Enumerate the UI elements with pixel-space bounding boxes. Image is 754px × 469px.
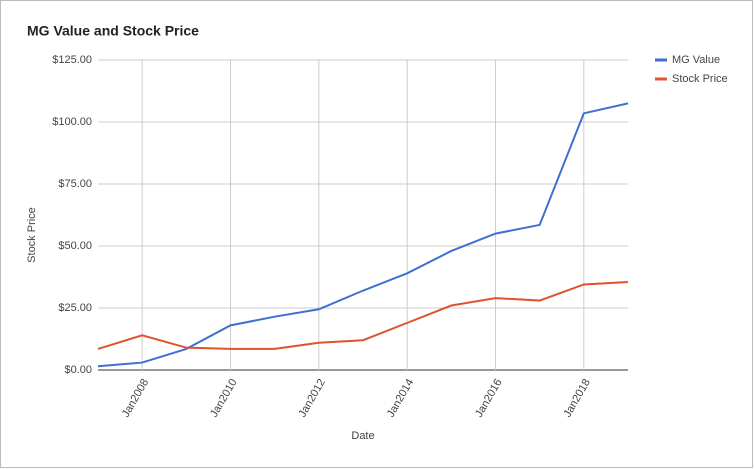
y-tick-label: $75.00 bbox=[58, 178, 92, 190]
y-tick-label: $0.00 bbox=[64, 364, 92, 376]
y-axis-label: Stock Price bbox=[26, 207, 38, 263]
series-line bbox=[97, 102, 629, 368]
legend-label: MG Value bbox=[672, 54, 720, 66]
series-line bbox=[97, 280, 629, 350]
y-tick-label: $50.00 bbox=[58, 240, 92, 252]
chart-title: MG Value and Stock Price bbox=[27, 23, 199, 39]
y-tick-label: $100.00 bbox=[52, 116, 92, 128]
y-tick-label: $125.00 bbox=[52, 54, 92, 66]
x-axis-label: Date bbox=[351, 430, 374, 442]
y-tick-label: $25.00 bbox=[58, 302, 92, 314]
legend-label: Stock Price bbox=[672, 73, 728, 85]
